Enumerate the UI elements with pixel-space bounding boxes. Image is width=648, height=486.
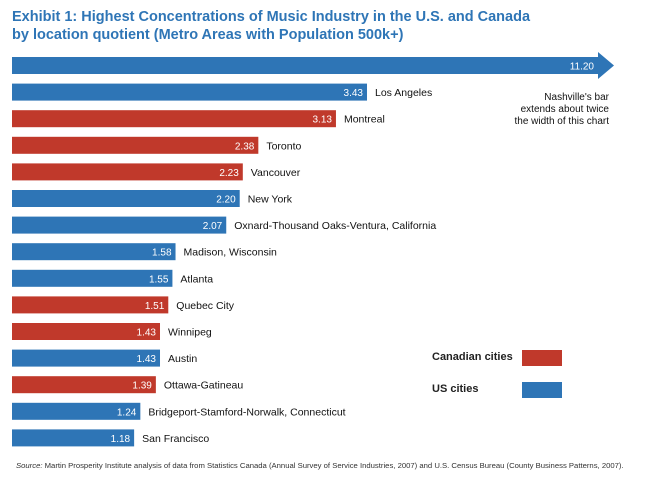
bar-7 — [12, 243, 176, 261]
value-label-7: 1.58 — [152, 248, 172, 259]
value-label-2: 3.13 — [312, 115, 332, 126]
value-label-14: 1.18 — [111, 434, 131, 445]
value-label-4: 2.23 — [219, 168, 239, 179]
category-label-10: Winnipeg — [168, 327, 212, 339]
annotation-line-2: the width of this chart — [515, 116, 610, 127]
category-label-8: Atlanta — [180, 273, 213, 285]
category-label-9: Quebec City — [176, 300, 235, 312]
category-label-7: Madison, Wisconsin — [184, 247, 278, 259]
category-label-3: Toronto — [266, 140, 301, 152]
legend-label-canadian: Canadian cities — [432, 351, 513, 363]
category-label-12: Ottawa-Gatineau — [164, 380, 244, 392]
chart-title: Exhibit 1: Highest Concentrations of Mus… — [12, 8, 612, 44]
value-label-6: 2.07 — [203, 221, 223, 232]
value-label-11: 1.43 — [137, 354, 157, 365]
category-label-5: New York — [248, 194, 293, 206]
bar-6 — [12, 216, 227, 234]
category-label-4: Vancouver — [251, 167, 301, 179]
category-label-14: San Francisco — [142, 433, 209, 445]
annotation-line-0: Nashville's bar — [544, 92, 609, 103]
bar-12 — [12, 376, 156, 394]
bar-3 — [12, 136, 259, 154]
value-label-3: 2.38 — [235, 141, 255, 152]
source-lead: Source: — [16, 461, 43, 470]
bar-chart: 11.20 3.43 Los Angeles 3.13 Montreal 2.38 Toro… — [12, 52, 614, 447]
source-text: Martin Prosperity Institute analysis of … — [42, 461, 624, 470]
chart-title-line2: by location quotient (Metro Areas with P… — [12, 27, 404, 43]
value-label-8: 1.55 — [149, 274, 169, 285]
category-label-2: Montreal — [344, 114, 385, 126]
bar-14 — [12, 429, 135, 447]
legend-label-us: US cities — [432, 383, 479, 395]
source-note: Source: Martin Prosperity Institute anal… — [16, 461, 631, 471]
bar-5 — [12, 190, 240, 207]
legend-swatch-canadian — [522, 350, 562, 366]
value-label-12: 1.39 — [132, 381, 152, 392]
category-label-6: Oxnard-Thousand Oaks-Ventura, California — [234, 220, 436, 232]
bar-13 — [12, 402, 141, 420]
value-label-10: 1.43 — [137, 328, 157, 339]
bar-4 — [12, 163, 243, 181]
bar-1 — [12, 83, 368, 101]
value-label-5: 2.20 — [216, 195, 236, 206]
value-label-13: 1.24 — [117, 407, 137, 418]
bar-2 — [12, 110, 336, 128]
bar-9 — [12, 296, 169, 314]
bar-11 — [12, 349, 161, 367]
category-label-11: Austin — [168, 353, 197, 365]
category-label-1: Los Angeles — [375, 87, 432, 99]
bar-10 — [12, 323, 161, 340]
annotation-line-1: extends about twice — [521, 104, 610, 115]
legend-swatch-us — [522, 382, 562, 398]
bar-0 — [12, 52, 614, 79]
chart-title-line1: Exhibit 1: Highest Concentrations of Mus… — [12, 9, 531, 25]
value-label-0: 11.20 — [570, 62, 595, 73]
value-label-1: 3.43 — [344, 88, 364, 99]
bar-8 — [12, 269, 173, 287]
category-label-13: Bridgeport-Stamford-Norwalk, Connecticut — [148, 406, 345, 418]
value-label-9: 1.51 — [145, 301, 165, 312]
